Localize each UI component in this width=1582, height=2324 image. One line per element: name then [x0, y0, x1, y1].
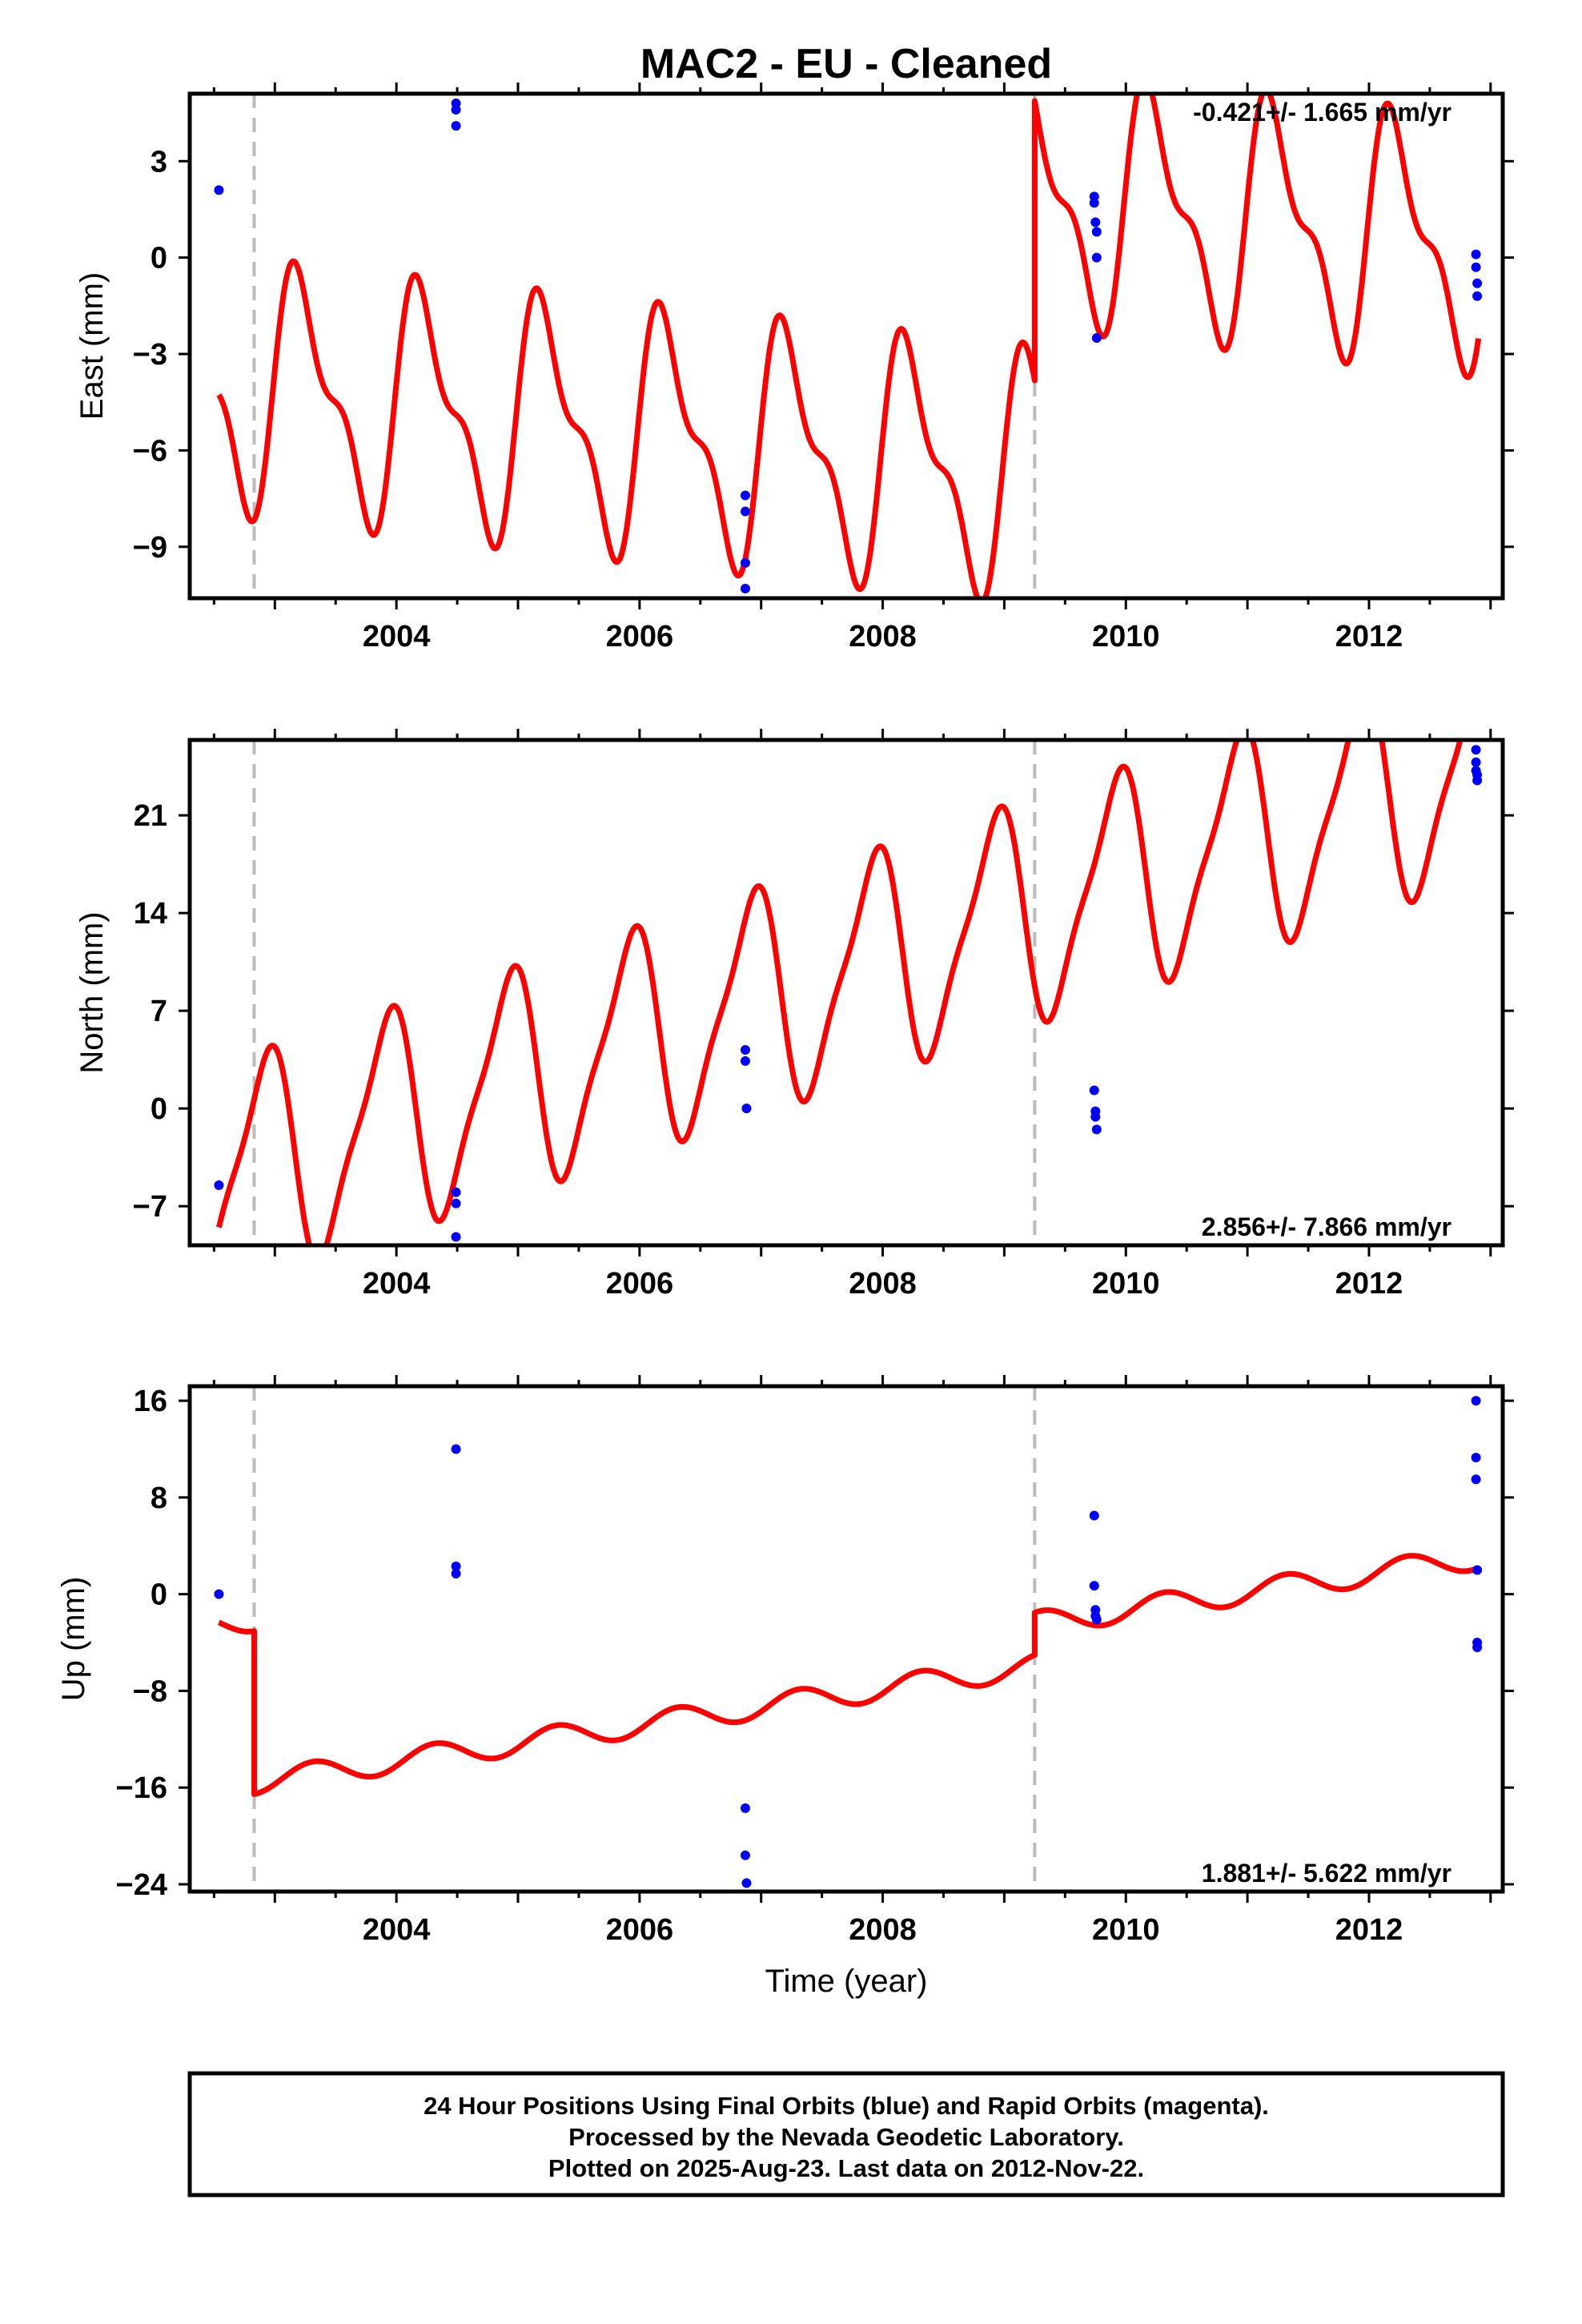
model-series-line: [216, 740, 1464, 1245]
x-tick-label: 2010: [1092, 1267, 1160, 1301]
data-point: [214, 1589, 224, 1599]
data-point: [1091, 1614, 1102, 1625]
y-tick-label: 14: [134, 897, 167, 931]
y-tick-label: −6: [133, 434, 167, 468]
data-point: [740, 1850, 750, 1860]
y-axis-label: Up (mm): [56, 1577, 91, 1702]
data-point: [1471, 757, 1481, 767]
data-point: [1089, 1581, 1099, 1591]
y-axis-label: North (mm): [74, 911, 110, 1073]
x-tick-label: 2012: [1335, 1913, 1403, 1947]
data-point: [1089, 1510, 1099, 1521]
x-tick-label: 2006: [606, 1913, 674, 1947]
data-point: [1471, 262, 1481, 272]
y-tick-label: −9: [133, 531, 167, 565]
x-tick-label: 2004: [363, 1267, 431, 1301]
data-point: [740, 557, 750, 568]
data-point: [1472, 1642, 1483, 1653]
data-point: [740, 506, 750, 517]
data-point: [451, 121, 461, 131]
plot-frame: [187, 91, 1505, 601]
data-point: [451, 105, 461, 115]
x-axis-label: Time (year): [765, 1964, 928, 1999]
y-tick-label: 7: [151, 995, 167, 1028]
data-point: [451, 1568, 461, 1578]
x-tick-label: 2006: [606, 620, 674, 653]
footer-box: 24 Hour Positions Using Final Orbits (bl…: [187, 2071, 1505, 2197]
up-panel: 2004 2006 2008 2010 2012 −24 −16 −8 0 8 16 Up (mm) T…: [56, 1375, 1514, 1999]
data-point: [451, 1198, 461, 1208]
data-point: [740, 1044, 750, 1055]
x-tick-label: 2010: [1092, 620, 1160, 653]
data-point: [1471, 1453, 1481, 1463]
y-tick-label: 0: [151, 242, 167, 275]
data-point: [1471, 1474, 1481, 1485]
x-tick-label: 2012: [1335, 620, 1403, 653]
data-point: [1089, 1085, 1099, 1096]
footer-line-3: Plotted on 2025-Aug-23. Last data on 201…: [548, 2154, 1144, 2182]
rate-annotation: 1.881+/- 5.622 mm/yr: [1202, 1859, 1452, 1888]
x-tick-label: 2008: [849, 620, 917, 653]
data-point: [1091, 252, 1102, 263]
data-point: [741, 1878, 752, 1888]
y-tick-label: 16: [134, 1385, 167, 1418]
plot-frame: [187, 1384, 1505, 1894]
x-tick-label: 2004: [363, 620, 431, 653]
data-point: [740, 490, 750, 501]
y-tick-label: −7: [133, 1190, 167, 1224]
data-point: [741, 1104, 752, 1114]
data-point: [1091, 227, 1102, 237]
model-series-line: [216, 1553, 1481, 1797]
data-point: [1472, 775, 1483, 786]
y-tick-label: −8: [133, 1675, 167, 1708]
y-tick-label: 0: [151, 1092, 167, 1126]
x-tick-label: 2012: [1335, 1267, 1403, 1301]
data-point: [1472, 278, 1483, 288]
x-tick-label: 2004: [363, 1913, 431, 1947]
footer-line-2: Processed by the Nevada Geodetic Laborat…: [568, 2123, 1124, 2151]
y-tick-label: 0: [151, 1578, 167, 1612]
data-point: [451, 1232, 461, 1242]
data-point: [740, 1055, 750, 1066]
data-point: [1472, 291, 1483, 301]
data-point: [740, 1803, 750, 1813]
data-point: [451, 1444, 461, 1454]
data-point: [1091, 1124, 1102, 1135]
data-point: [214, 1180, 224, 1191]
east-panel: 2004 2006 2008 2010 2012 −9 −6 −3 0 3 East (mm) -0.…: [74, 82, 1514, 653]
north-panel: 2004 2006 2008 2010 2012 −7 0 7 14 21 North (mm) 2.…: [74, 729, 1514, 1301]
data-point: [1471, 1396, 1481, 1406]
y-axis-label: East (mm): [74, 272, 110, 420]
data-point: [451, 1187, 461, 1197]
rate-annotation: -0.421+/- 1.665 mm/yr: [1193, 98, 1452, 127]
x-tick-label: 2010: [1092, 1913, 1160, 1947]
plot-frame: [187, 738, 1505, 1248]
data-point: [1090, 1112, 1101, 1122]
data-point: [740, 583, 750, 593]
rate-annotation: 2.856+/- 7.866 mm/yr: [1202, 1212, 1452, 1241]
data-point: [1091, 332, 1102, 343]
footer-frame: [187, 2071, 1505, 2197]
y-tick-label: −16: [116, 1771, 167, 1805]
data-point: [1472, 1565, 1483, 1575]
x-tick-label: 2008: [849, 1913, 917, 1947]
data-point: [214, 185, 224, 195]
footer-line-1: 24 Hour Positions Using Final Orbits (bl…: [424, 2092, 1269, 2120]
y-tick-label: −3: [133, 338, 167, 372]
y-tick-label: 8: [151, 1482, 167, 1515]
y-tick-label: −24: [116, 1868, 167, 1902]
y-tick-label: 3: [151, 145, 167, 179]
y-tick-label: 21: [134, 799, 167, 833]
data-point: [1471, 249, 1481, 259]
chart-title: MAC2 - EU - Cleaned: [640, 41, 1052, 87]
model-series-line: [216, 94, 1482, 598]
data-point: [1090, 217, 1101, 227]
data-point: [451, 1561, 461, 1571]
data-point: [1471, 745, 1481, 755]
x-tick-label: 2008: [849, 1267, 917, 1301]
x-tick-label: 2006: [606, 1267, 674, 1301]
data-point: [1089, 198, 1099, 208]
